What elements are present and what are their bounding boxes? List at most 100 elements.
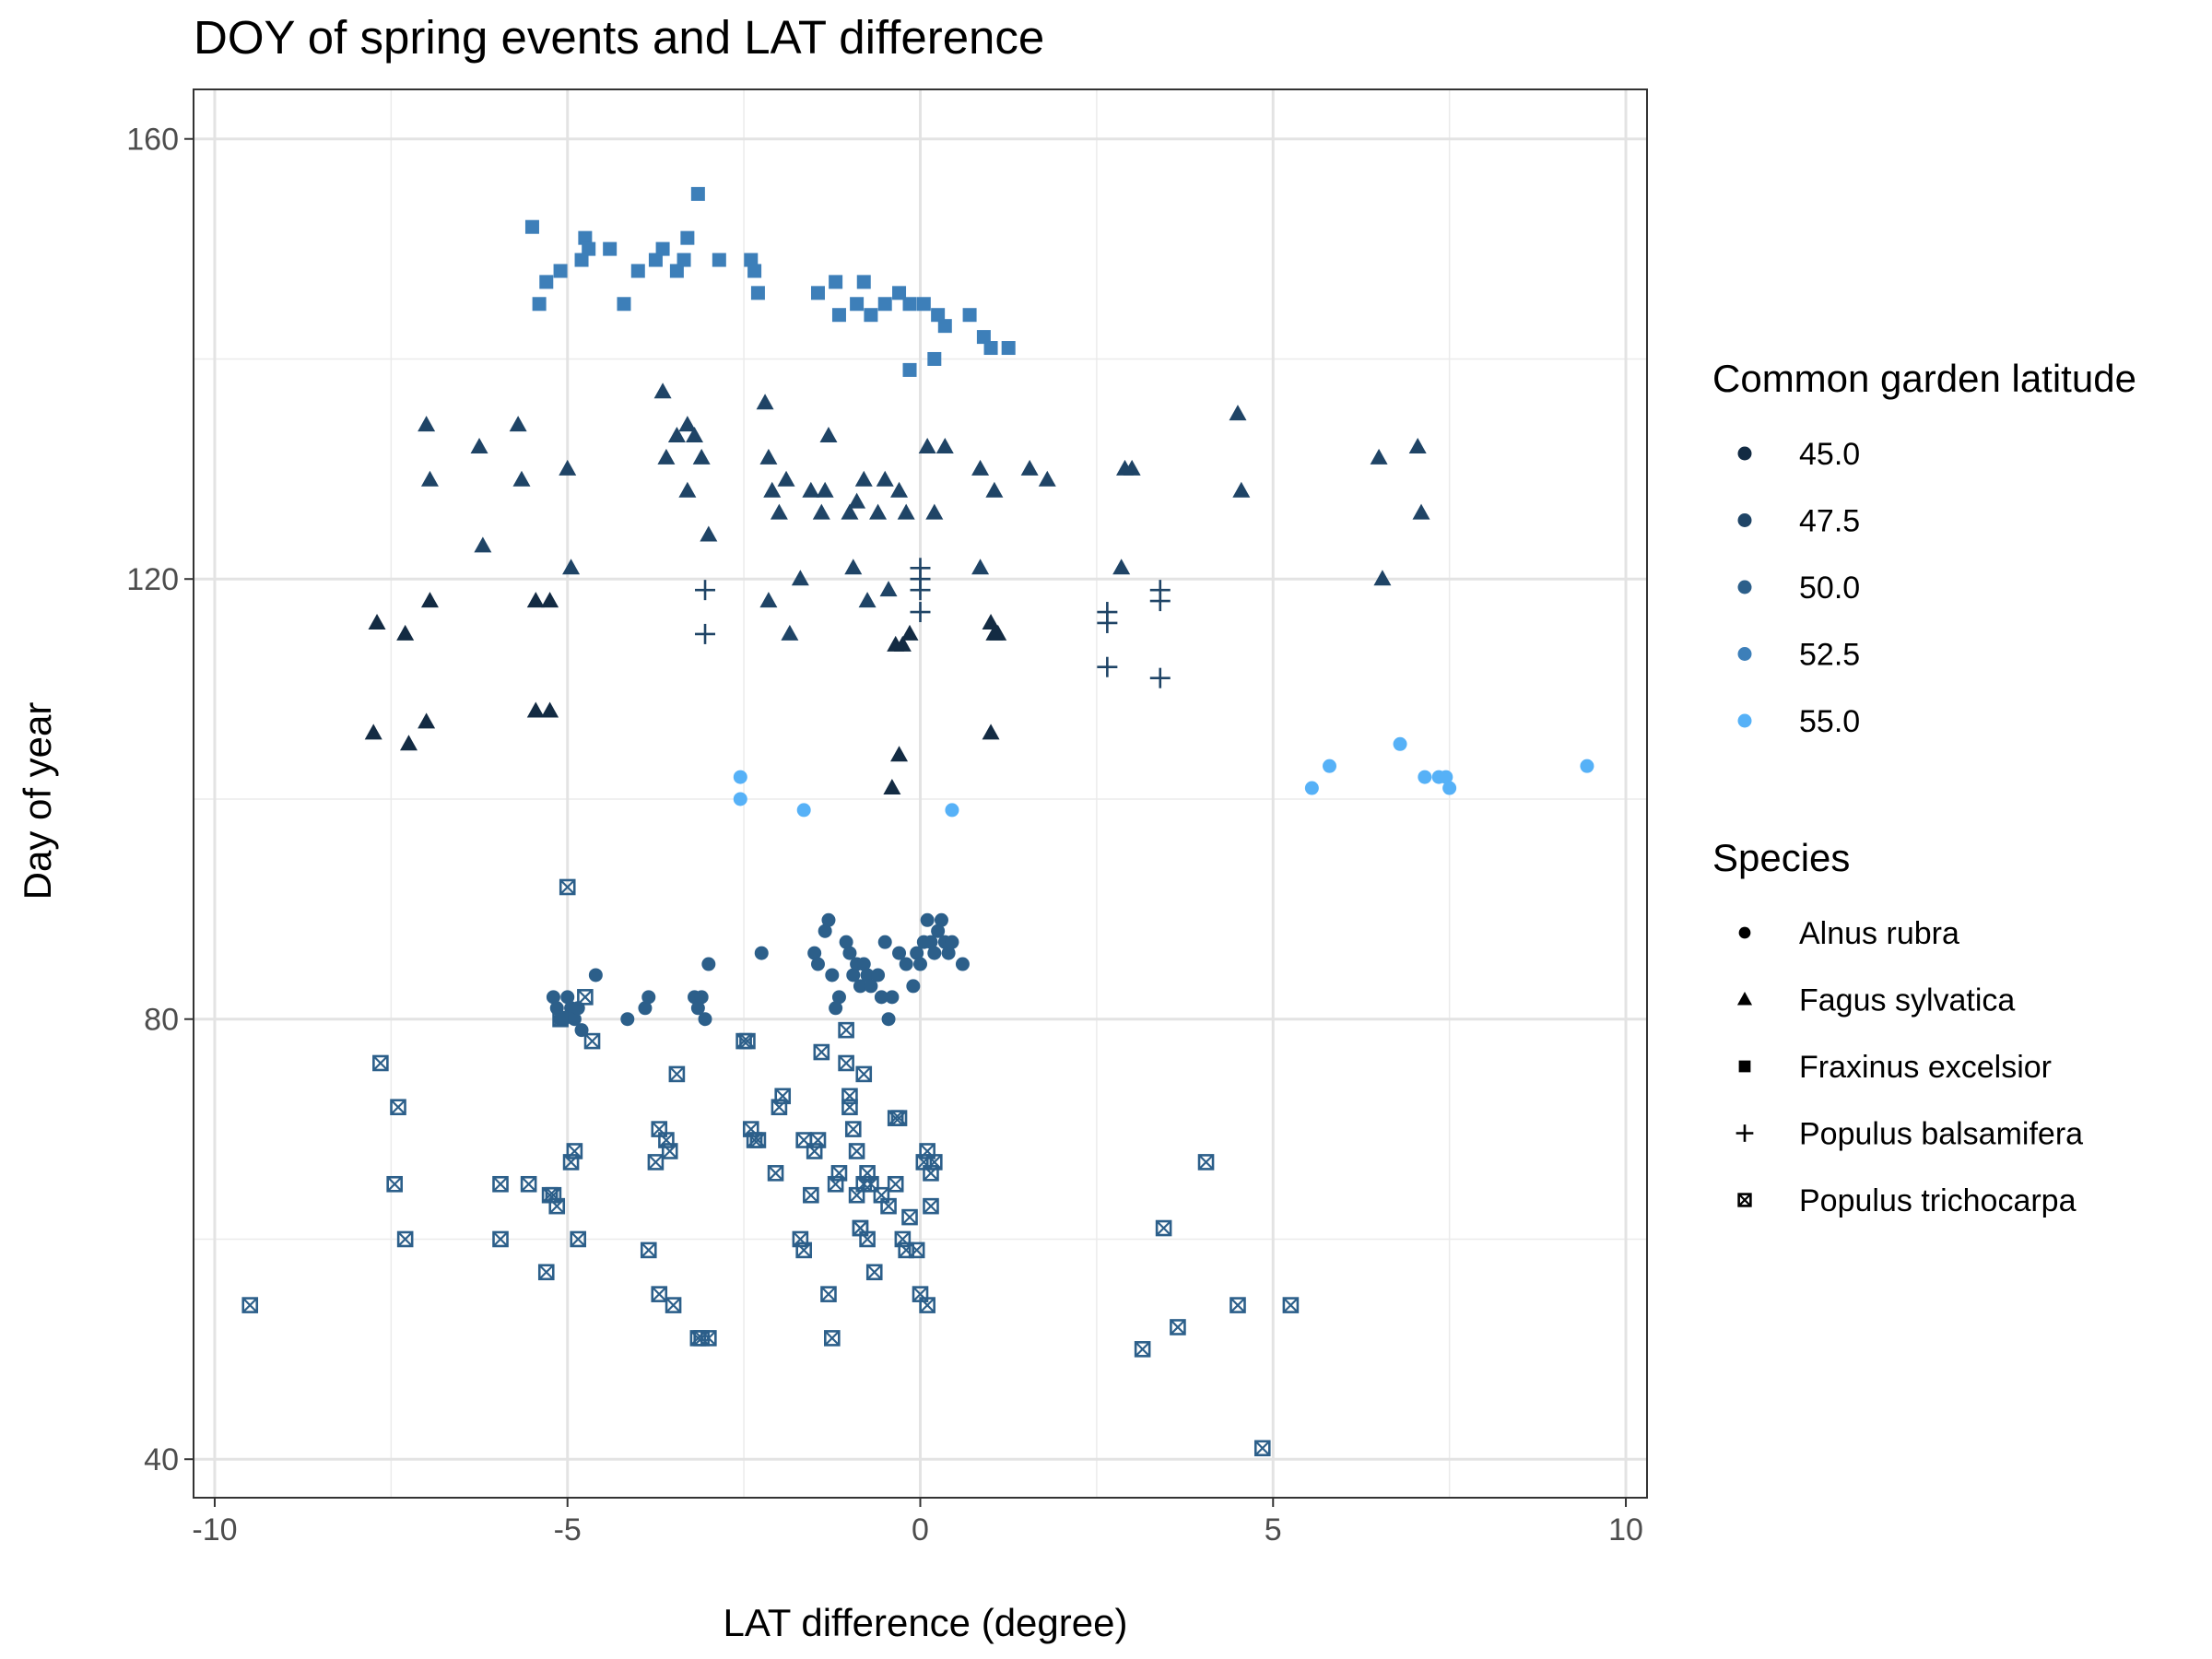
- data-point-triangle: [918, 437, 936, 453]
- data-point-boxed-x: [386, 1175, 403, 1193]
- data-point-boxed-x: [559, 878, 576, 896]
- data-point-triangle: [700, 525, 718, 542]
- data-point-triangle: [971, 459, 990, 476]
- color-legend-label: 50.0: [1799, 571, 1860, 606]
- data-point-circle: [1393, 736, 1407, 751]
- data-point-square: [553, 264, 568, 278]
- data-point-circle: [810, 957, 825, 971]
- data-point-boxed-x: [1282, 1297, 1300, 1313]
- data-point-triangle: [420, 592, 439, 608]
- data-point-triangle: [897, 503, 915, 520]
- data-point-boxed-x: [1134, 1341, 1151, 1358]
- data-point-plus: [1149, 667, 1171, 688]
- data-point-triangle: [854, 470, 873, 487]
- data-point-circle: [906, 979, 921, 994]
- data-point-boxed-x: [1253, 1440, 1271, 1457]
- data-point-circle: [698, 1012, 712, 1027]
- data-point-boxed-x: [767, 1165, 784, 1182]
- data-point-boxed-x: [1170, 1319, 1186, 1335]
- data-point-triangle: [876, 470, 894, 487]
- data-point-square: [655, 241, 670, 256]
- data-point-boxed-x: [390, 1099, 406, 1116]
- data-point-triangle: [526, 592, 545, 608]
- data-point-boxed-x: [824, 1330, 841, 1347]
- data-point-boxed-x: [887, 1175, 904, 1193]
- data-point-plus: [695, 580, 716, 601]
- data-point-square: [831, 308, 846, 323]
- data-point-circle: [733, 770, 747, 784]
- data-point-boxed-x: [795, 1241, 812, 1259]
- data-point-triangle: [893, 635, 912, 652]
- data-point-triangle: [770, 503, 788, 520]
- data-point-triangle: [470, 437, 488, 453]
- data-point-square: [850, 297, 865, 312]
- data-point-triangle: [858, 592, 877, 608]
- data-point-boxed-x: [570, 1230, 587, 1248]
- x-tick-label: 0: [912, 1512, 929, 1547]
- data-point-triangle: [759, 592, 778, 608]
- data-point-circle: [567, 1012, 582, 1027]
- data-point-circle: [934, 912, 948, 927]
- data-point-square: [931, 308, 946, 323]
- data-point-boxed-x: [859, 1165, 876, 1182]
- data-point-circle: [860, 968, 875, 982]
- data-point-triangle: [667, 427, 686, 443]
- shape-legend-label: Populus balsamifera: [1799, 1117, 2083, 1152]
- data-point-circle: [856, 957, 871, 971]
- data-point-boxed-x: [803, 1186, 819, 1204]
- data-point-circle: [945, 803, 959, 818]
- data-point-triangle: [890, 746, 909, 762]
- data-point-circle: [620, 1012, 635, 1027]
- data-point-square: [927, 351, 942, 366]
- data-point-circle: [641, 990, 656, 1005]
- data-point-circle: [560, 990, 575, 1005]
- data-point-triangle: [541, 701, 559, 718]
- data-point-boxed-x: [739, 1032, 756, 1050]
- x-tick-label: 5: [1265, 1512, 1282, 1547]
- data-point-circle: [825, 968, 840, 982]
- data-point-triangle: [844, 559, 863, 575]
- data-point-triangle: [982, 613, 1000, 629]
- data-point-square: [864, 308, 878, 323]
- data-point-circle: [931, 924, 946, 938]
- data-point-square: [578, 230, 593, 245]
- data-point-boxed-x: [852, 1219, 869, 1237]
- data-point-boxed-x: [855, 1065, 873, 1083]
- data-point-triangle: [819, 427, 838, 443]
- data-point-square: [524, 219, 539, 234]
- shape-legend-key-plus: [1735, 1124, 1754, 1142]
- data-point-circle: [941, 946, 956, 960]
- data-point-triangle: [756, 394, 774, 410]
- y-tick-label: 160: [126, 123, 179, 158]
- data-point-square: [747, 264, 762, 278]
- data-point-circle: [690, 1001, 705, 1016]
- data-point-triangle: [925, 503, 944, 520]
- color-legend-label: 45.0: [1799, 437, 1860, 472]
- data-point-circle: [694, 990, 709, 1005]
- data-point-triangle: [509, 416, 527, 432]
- data-point-boxed-x: [1197, 1154, 1215, 1171]
- data-point-square: [603, 241, 618, 256]
- data-point-triangle: [396, 624, 415, 641]
- data-point-boxed-x: [919, 1297, 935, 1313]
- data-point-boxed-x: [661, 1143, 678, 1159]
- shape-legend-label: Fraxinus excelsior: [1799, 1050, 2052, 1085]
- data-point-triangle: [841, 503, 859, 520]
- data-point-triangle: [526, 701, 545, 718]
- data-point-plus: [910, 569, 931, 590]
- data-point-triangle: [512, 470, 531, 487]
- data-point-circle: [877, 935, 892, 949]
- data-point-triangle: [812, 503, 830, 520]
- data-point-triangle: [985, 481, 1004, 498]
- data-point-triangle: [692, 448, 711, 465]
- data-point-circle: [807, 946, 822, 960]
- data-point-boxed-x: [372, 1054, 389, 1072]
- data-point-triangle: [364, 724, 382, 740]
- data-point-square: [677, 253, 691, 267]
- data-point-triangle: [935, 437, 954, 453]
- data-point-circle: [955, 957, 970, 971]
- data-point-circle: [899, 957, 913, 971]
- data-point-square: [937, 319, 952, 334]
